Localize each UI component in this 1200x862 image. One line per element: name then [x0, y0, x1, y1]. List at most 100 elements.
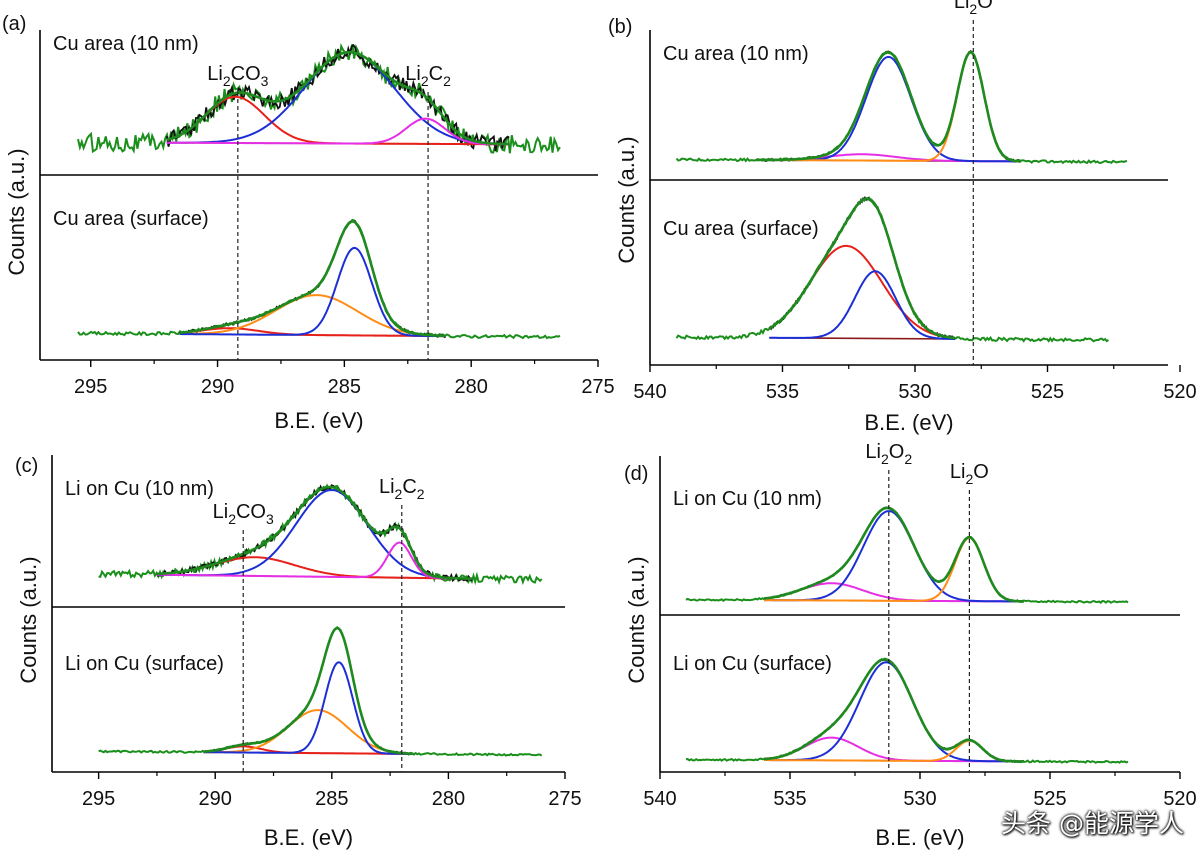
- subplot-label-part: Li on Cu (10 nm): [65, 478, 214, 500]
- x-tick-label: 520: [1163, 381, 1196, 403]
- series-envelope: [756, 52, 1021, 161]
- marker-label-part: O: [889, 441, 905, 463]
- marker-label-part: 2: [443, 73, 451, 89]
- panel-label-part: (c): [15, 455, 38, 477]
- series-raw-black: [180, 221, 446, 337]
- subplot: Li on Cu (10 nm): [65, 478, 542, 583]
- marker-label-part: Li: [865, 441, 881, 463]
- subplot-label-part: Cu area (10 nm): [53, 33, 199, 55]
- x-axis-label-part: B.E. (eV): [274, 408, 363, 433]
- marker-label-part: Li: [213, 501, 229, 523]
- x-tick-label-part: 295: [82, 788, 115, 810]
- x-tick-label-part: 535: [766, 381, 799, 403]
- marker-label: Li2C2: [379, 476, 425, 502]
- x-tick-label: 275: [548, 788, 581, 810]
- marker-label: Li2O: [950, 461, 989, 487]
- subplot-label: Li on Cu (surface): [65, 653, 224, 675]
- subplot: Cu area (10 nm): [53, 33, 560, 153]
- marker-label-part: O: [973, 461, 989, 483]
- x-tick-label: 295: [82, 788, 115, 810]
- x-tick-label-part: 530: [898, 381, 931, 403]
- subplot-label: Cu area (surface): [53, 208, 209, 230]
- series-peak-red: [769, 246, 955, 338]
- marker-label-part: 2: [969, 1, 977, 17]
- x-tick-label-part: 295: [74, 376, 107, 398]
- panel-b: 540 535 530 525 520 (b) B.E. (eV) Counts (a.u.)…: [608, 0, 1197, 435]
- x-tick-label-part: 530: [903, 788, 936, 810]
- x-tick-label-part: 540: [633, 381, 666, 403]
- series-peak-magenta: [157, 543, 472, 579]
- marker-label-part: C: [429, 63, 443, 85]
- subplot-label-part: Cu area (surface): [663, 218, 819, 240]
- series-peak-orange: [756, 52, 1021, 161]
- y-axis-label: Counts (a.u.): [4, 148, 29, 275]
- y-axis-label-part: Counts (a.u.): [624, 556, 649, 683]
- x-tick-label: 275: [581, 376, 614, 398]
- watermark: 头条 @能源学人: [1001, 804, 1184, 840]
- x-tick-label-part: 525: [1031, 381, 1064, 403]
- x-tick-label: 280: [454, 376, 487, 398]
- x-tick-label: 280: [432, 788, 465, 810]
- x-tick-label: 290: [201, 376, 234, 398]
- y-axis-label: Counts (a.u.): [624, 556, 649, 683]
- panel-c: 295 290 285 280 275 (c) B.E. (eV) Counts (a.u.)…: [15, 455, 582, 850]
- x-tick-label: 535: [766, 381, 799, 403]
- x-axis-label-part: B.E. (eV): [264, 825, 353, 850]
- panel-label: (c): [15, 455, 38, 477]
- marker-label-part: Li: [379, 476, 395, 498]
- panel-a: 295 290 285 280 275 (a) B.E. (eV) Counts (a.u.)…: [2, 13, 615, 433]
- marker-label: Li2CO3: [207, 63, 268, 89]
- series-envelope: [764, 508, 1024, 602]
- x-tick-label-part: 520: [1163, 381, 1196, 403]
- subplot-label: Li on Cu (10 nm): [65, 478, 214, 500]
- x-tick-label: 290: [199, 788, 232, 810]
- marker-label-part: 2: [966, 471, 974, 487]
- x-tick-label: 285: [328, 376, 361, 398]
- marker-label-part: Li: [207, 63, 223, 85]
- y-axis-label: Counts (a.u.): [614, 136, 639, 263]
- x-tick-label: 530: [898, 381, 931, 403]
- series-raw-black: [204, 628, 414, 754]
- marker-label-part: 2: [421, 73, 429, 89]
- series-envelope: [204, 628, 414, 754]
- x-tick-label: 540: [633, 381, 666, 403]
- x-axis-label: B.E. (eV): [264, 825, 353, 850]
- marker-label-part: 2: [881, 451, 889, 467]
- y-axis-label-part: Counts (a.u.): [16, 556, 41, 683]
- series-peak-blue: [204, 662, 414, 754]
- series-raw-green: [99, 627, 542, 755]
- series-raw-green: [686, 508, 1128, 603]
- subplot-label: Cu area (surface): [663, 218, 819, 240]
- subplot-label-part: Li on Cu (10 nm): [673, 488, 822, 510]
- marker-label-part: Li: [950, 461, 966, 483]
- series-raw-green: [78, 220, 560, 338]
- marker-label: Li2CO3: [213, 501, 274, 527]
- panel-label: (b): [608, 16, 632, 38]
- x-tick-label-part: 280: [432, 788, 465, 810]
- subplot: Cu area (surface): [663, 198, 1108, 342]
- marker-label-part: 2: [223, 73, 231, 89]
- panel-d: 540 535 530 525 520(d)B.E. (eV)Counts (a.u.)…: [624, 441, 1197, 850]
- y-axis-label: Counts (a.u.): [16, 556, 41, 683]
- series-envelope: [180, 221, 446, 335]
- xps-figure: 295 290 285 280 275 (a) B.E. (eV) Counts (a.u.)…: [0, 0, 1200, 862]
- panel-label: (a): [2, 13, 26, 35]
- marker-label-part: CO: [231, 63, 261, 85]
- marker-label-part: CO: [236, 501, 266, 523]
- series-raw-green: [99, 486, 542, 583]
- panel-label-part: (b): [608, 16, 632, 38]
- subplot-label: Cu area (10 nm): [53, 33, 199, 55]
- subplot-label-part: Cu area (10 nm): [663, 43, 809, 65]
- marker-label: Li2O2: [865, 441, 912, 467]
- subplot: Li on Cu (10 nm): [673, 488, 1128, 603]
- x-tick-label: 540: [643, 788, 676, 810]
- x-axis-label: B.E. (eV): [274, 408, 363, 433]
- y-axis-label-part: Counts (a.u.): [4, 148, 29, 275]
- marker-label-part: 2: [417, 486, 425, 502]
- x-tick-label: 295: [74, 376, 107, 398]
- series-raw-black: [756, 51, 1021, 162]
- marker-label-part: C: [402, 476, 416, 498]
- subplot-label: Li on Cu (10 nm): [673, 488, 822, 510]
- x-axis-label-part: B.E. (eV): [864, 410, 953, 435]
- marker-label-part: 3: [266, 511, 274, 527]
